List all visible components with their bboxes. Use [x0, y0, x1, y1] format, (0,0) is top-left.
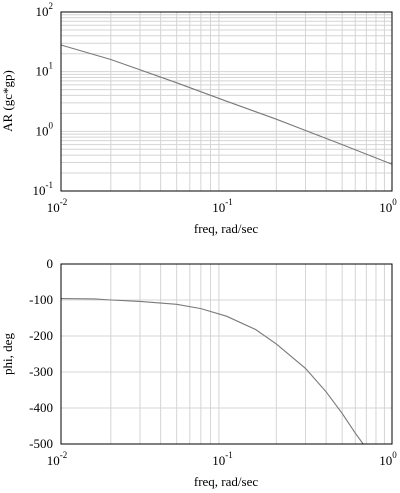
magnitude-x-axis-label: freq, rad/sec — [194, 221, 258, 236]
y-tick-label: 0 — [47, 256, 54, 271]
phase-plot-frame — [60, 263, 393, 445]
magnitude-y-axis-label: AR (gc*gp) — [0, 70, 15, 132]
phase-y-tick-labels: 0 -100 -200 -300 -400 -500 — [29, 256, 53, 451]
x-tick-label: 10-1 — [212, 197, 233, 215]
phase-x-axis-label: freq, rad/sec — [194, 474, 258, 489]
x-tick-label: 100 — [379, 197, 397, 215]
y-tick-label: -300 — [29, 364, 53, 379]
y-tick-label: -100 — [29, 292, 53, 307]
x-tick-label: 10-2 — [47, 450, 68, 468]
y-tick-label: 10-1 — [33, 180, 54, 198]
phase-plot: 10-2 10-1 100 0 -100 -200 -300 -400 -500 freq, … — [0, 256, 397, 489]
magnitude-series-line — [60, 44, 393, 165]
x-tick-label: 100 — [379, 450, 397, 468]
x-tick-label: 10-2 — [47, 197, 68, 215]
phase-series-line — [60, 298, 364, 445]
phase-y-axis-label: phi, deg — [0, 333, 15, 375]
magnitude-grid — [61, 12, 392, 191]
y-tick-label: -200 — [29, 328, 53, 343]
x-tick-label: 10-1 — [212, 450, 233, 468]
magnitude-x-tick-labels: 10-2 10-1 100 — [47, 197, 398, 215]
y-tick-label: 100 — [36, 120, 54, 138]
phase-x-tick-labels: 10-2 10-1 100 — [47, 450, 398, 468]
y-tick-label: 101 — [36, 61, 54, 79]
y-tick-label: -500 — [29, 436, 53, 451]
magnitude-plot-frame — [60, 11, 393, 192]
y-tick-label: 102 — [36, 1, 54, 19]
phase-grid — [61, 264, 392, 444]
magnitude-y-tick-labels: 10-1 100 101 102 — [33, 1, 54, 198]
y-tick-label: -400 — [29, 400, 53, 415]
